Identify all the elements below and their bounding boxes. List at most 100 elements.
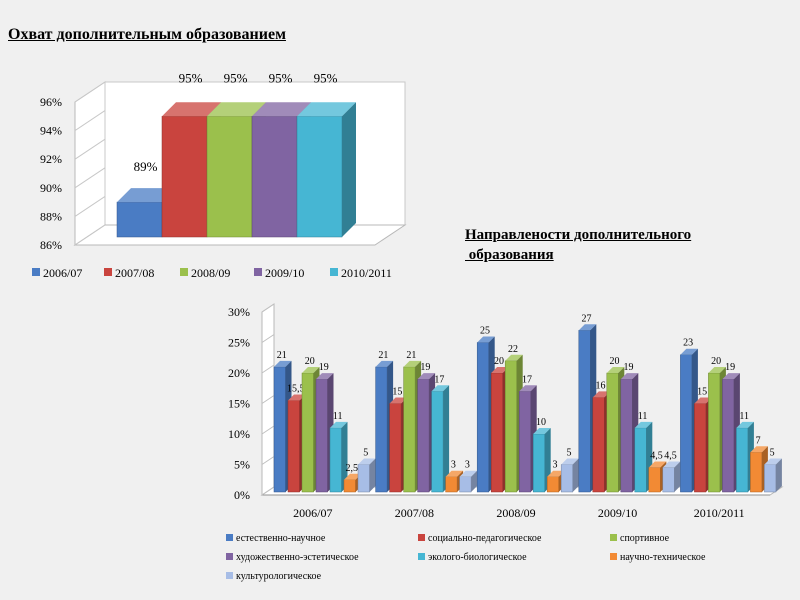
bar-2010-2011 xyxy=(296,102,356,238)
data-label: 11 xyxy=(333,411,343,422)
data-label: 15 xyxy=(392,387,402,398)
bar-2007-08-s6-side xyxy=(471,470,478,492)
bar-2009-10-s0-top xyxy=(578,324,597,331)
bar-2010-2011-s5-top xyxy=(750,446,768,453)
legend-label: эколого-биологическое xyxy=(428,552,527,563)
y-gridline xyxy=(74,195,106,217)
bar-2009-10-s6-top xyxy=(662,461,681,468)
data-label: 25 xyxy=(480,326,490,337)
y-gridline xyxy=(74,138,106,160)
legend-swatch xyxy=(226,534,233,541)
data-label: 17 xyxy=(522,374,532,385)
legend-swatch xyxy=(226,572,233,579)
bar-2007-08-s5-front xyxy=(445,476,458,493)
bar-2008-09-top xyxy=(207,102,266,117)
bar-2008-09-s0-front xyxy=(476,342,489,493)
legend-swatch xyxy=(418,553,425,560)
legend-label: научно-техническое xyxy=(620,552,706,563)
bar-2007-08-s3-top xyxy=(417,373,436,380)
chart-title-directions: Направлености дополнительного образовани… xyxy=(465,225,691,265)
bar-2009-10-s3-top xyxy=(620,373,639,380)
legend-swatch xyxy=(180,268,188,276)
data-label: 7 xyxy=(756,435,761,446)
legend-swatch xyxy=(104,268,112,276)
bar-2010-2011-s2-top xyxy=(708,367,726,373)
bar-2006-07-s4-front xyxy=(329,427,342,493)
bar-2008-09-front xyxy=(206,116,253,238)
y-gridline xyxy=(74,224,106,246)
legend-label: 2008/09 xyxy=(191,266,230,280)
data-label: 16 xyxy=(596,380,606,391)
data-label: 95% xyxy=(179,70,203,85)
data-label: 23 xyxy=(683,338,693,349)
y-tick-label: 20% xyxy=(228,366,250,380)
data-label: 11 xyxy=(638,411,648,422)
data-label: 5 xyxy=(566,448,571,459)
bar-2006-07-s2-front xyxy=(301,372,314,493)
bar-2009-10-s5-top xyxy=(648,461,667,468)
x-tick-label: 2006/07 xyxy=(293,506,332,520)
bar-2008-09-s2-front xyxy=(504,360,517,493)
data-label: 27 xyxy=(582,313,592,324)
bar-2009-10-s3-front xyxy=(620,378,633,493)
data-label: 19 xyxy=(624,362,634,373)
bar-2007-08-s5-top xyxy=(445,470,464,477)
bar-2010-2011-s3-top xyxy=(722,373,740,380)
bar-2007-08-s1-top xyxy=(389,397,408,404)
bar-2008-09-s4 xyxy=(532,428,551,493)
y-tick-label: 0% xyxy=(234,488,250,502)
y-tick-label: 88% xyxy=(40,209,62,223)
data-label: 95% xyxy=(314,70,338,85)
bar-2008-09-s3-top xyxy=(519,385,537,392)
chart-title-directions-line2: образования xyxy=(465,247,554,263)
bar-2009-10-s1-front xyxy=(592,397,605,493)
back-wall-side xyxy=(74,81,106,246)
y-tick-label: 10% xyxy=(228,427,250,441)
bar-2007-08-s2-top xyxy=(403,360,422,367)
bar-2006-07-s6 xyxy=(357,458,376,493)
legend-swatch xyxy=(226,553,233,560)
data-label: 19 xyxy=(319,362,329,373)
bar-2010-2011-side xyxy=(342,102,356,237)
data-label: 4,5 xyxy=(650,451,663,462)
bar-2009-10-s2-top xyxy=(606,367,625,373)
data-label: 3 xyxy=(451,460,456,471)
data-label: 5 xyxy=(770,448,775,459)
x-tick-label: 2009/10 xyxy=(598,506,637,520)
bar-2008-09-s2-top xyxy=(505,354,523,361)
bar-2007-08-s3-front xyxy=(417,378,430,493)
bar-2006-07-s2-top xyxy=(302,367,320,373)
bar-2008-09-s6-front xyxy=(560,464,573,493)
bar-2010-2011-s1-top xyxy=(694,397,712,404)
bar-2006-07-front xyxy=(116,201,163,238)
bar-2009-10-s0-front xyxy=(578,330,591,493)
bar-2007-08-s6-front xyxy=(459,476,472,493)
bar-2008-09-s4-front xyxy=(532,433,545,493)
data-label: 15,5 xyxy=(287,383,305,394)
bar-2009-10-s6 xyxy=(662,461,681,493)
x-tick-label: 2007/08 xyxy=(395,506,434,520)
bar-2007-08-s6 xyxy=(459,470,478,493)
bar-2006-07-s1-top xyxy=(288,394,306,401)
y-gridline xyxy=(261,395,275,404)
y-tick-label: 96% xyxy=(40,95,62,109)
bar-2009-10-front xyxy=(251,116,298,238)
data-label: 21 xyxy=(277,350,287,361)
bar-2008-09-s5-front xyxy=(546,476,559,493)
data-label: 21 xyxy=(406,350,416,361)
bar-2007-08-s1-front xyxy=(389,403,402,493)
legend-swatch xyxy=(418,534,425,541)
bar-2010-2011-s6-side xyxy=(775,458,782,492)
legend-swatch xyxy=(32,268,40,276)
bar-2006-07-s5-front xyxy=(343,479,356,493)
y-tick-label: 94% xyxy=(40,124,62,138)
legend-swatch xyxy=(330,268,338,276)
bar-2009-10-s6-side xyxy=(674,461,681,492)
bar-2010-2011-s2-front xyxy=(708,372,721,493)
bar-2006-07-s6-front xyxy=(357,464,370,493)
bar-2008-09-s6-side xyxy=(572,458,579,492)
legend-label: художественно-эстетическое xyxy=(236,552,359,563)
y-gridline xyxy=(261,486,275,496)
bar-2010-2011-s0-top xyxy=(680,348,698,355)
